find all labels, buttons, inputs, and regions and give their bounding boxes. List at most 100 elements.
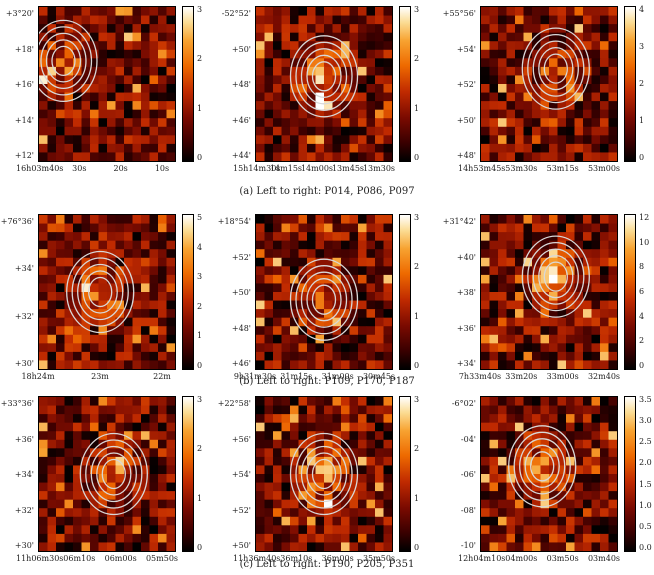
map-pixel <box>481 309 491 319</box>
map-pixel <box>332 92 342 102</box>
map-pixel <box>506 49 516 59</box>
map-pixel <box>56 109 66 119</box>
map-pixel <box>256 32 266 42</box>
map-pixel <box>281 215 291 225</box>
map-pixel <box>591 431 601 441</box>
map-pixel <box>549 533 559 544</box>
map-pixel <box>56 431 66 441</box>
map-pixel <box>281 75 291 85</box>
map-pixel <box>290 360 300 369</box>
map-pixel <box>115 118 125 128</box>
map-pixel <box>56 292 66 302</box>
map-pixel <box>115 84 125 94</box>
map-pixel <box>532 465 542 475</box>
map-pixel <box>366 41 376 51</box>
map-pixel <box>98 118 108 128</box>
map-pixel <box>532 32 542 42</box>
map-pixel <box>557 143 567 154</box>
map-pixel <box>532 41 542 51</box>
contour <box>90 445 137 503</box>
map-pixel <box>39 499 49 509</box>
map-pixel <box>383 32 392 42</box>
map-pixel <box>375 49 385 59</box>
map-pixel <box>166 283 175 293</box>
map-pixel <box>47 240 57 250</box>
map-pixel <box>375 135 385 145</box>
map-pixel <box>549 397 559 407</box>
map-pixel <box>64 326 74 336</box>
map-pixel <box>298 232 308 242</box>
map-pixel <box>56 482 66 492</box>
map-pixel <box>566 232 576 242</box>
contour <box>82 270 118 314</box>
map-pixel <box>489 431 499 441</box>
map-pixel <box>608 7 617 17</box>
map-pixel <box>307 84 317 94</box>
map-pixel <box>290 414 300 424</box>
map-pixel <box>141 15 151 25</box>
map-pixel <box>115 7 125 17</box>
map-pixel <box>523 240 533 250</box>
map-pixel <box>56 66 66 77</box>
map-pixel <box>315 491 325 501</box>
contour <box>79 432 148 516</box>
map-pixel <box>264 343 274 353</box>
map-pixel <box>315 516 325 526</box>
map-pixel <box>383 309 392 319</box>
map-pixel <box>358 7 368 17</box>
map-pixel <box>149 448 159 458</box>
map-pixel <box>73 101 83 111</box>
y-tick-label: -6°02' <box>451 399 476 408</box>
map-pixel <box>523 257 533 267</box>
map-pixel <box>158 223 168 233</box>
map-pixel <box>90 516 100 526</box>
contour <box>300 271 348 328</box>
map-pixel <box>366 300 376 310</box>
map-pixel <box>375 257 385 267</box>
map-pixel <box>290 257 300 267</box>
map-pixel <box>366 292 376 302</box>
map-pixel <box>73 300 83 310</box>
map-pixel <box>540 317 550 327</box>
map-pixel <box>273 232 283 242</box>
map-pixel <box>98 32 108 42</box>
map-pixel <box>324 292 334 302</box>
map-pixel <box>600 439 610 449</box>
map-pixel <box>56 215 66 225</box>
map-pixel <box>166 326 175 336</box>
map-pixel <box>264 397 274 407</box>
map-pixel <box>349 474 359 484</box>
map-pixel <box>358 516 368 526</box>
map-pixel <box>608 491 617 501</box>
map-pixel <box>98 126 108 136</box>
map-pixel <box>124 334 134 344</box>
map-pixel <box>349 32 359 42</box>
map-pixel <box>273 516 283 526</box>
map-pixel <box>358 360 368 369</box>
map-pixel <box>158 474 168 484</box>
map-pixel <box>124 15 134 25</box>
map-pixel <box>264 257 274 267</box>
map-pixel <box>39 215 49 225</box>
map-pixel <box>81 7 91 17</box>
map-pixel <box>532 525 542 535</box>
map-pixel <box>608 542 617 551</box>
colorbar-tick-label: 4 <box>197 242 203 252</box>
map-pixel <box>574 431 584 441</box>
map-pixel <box>166 257 175 267</box>
map-pixel <box>256 360 266 369</box>
map-pixel <box>498 32 508 42</box>
map-pixel <box>273 215 283 225</box>
map-pixel <box>307 283 317 293</box>
map-pixel <box>498 58 508 68</box>
map-pixel <box>583 482 593 492</box>
map-pixel <box>498 118 508 128</box>
map-pixel <box>549 215 559 225</box>
x-tick-label: 05m50s <box>145 554 179 563</box>
map-pixel <box>506 32 516 42</box>
map-pixel <box>549 439 559 449</box>
map-pixel <box>39 143 49 154</box>
map-pixel <box>383 15 392 25</box>
map-pixel <box>523 92 533 102</box>
map-pixel <box>591 24 601 34</box>
